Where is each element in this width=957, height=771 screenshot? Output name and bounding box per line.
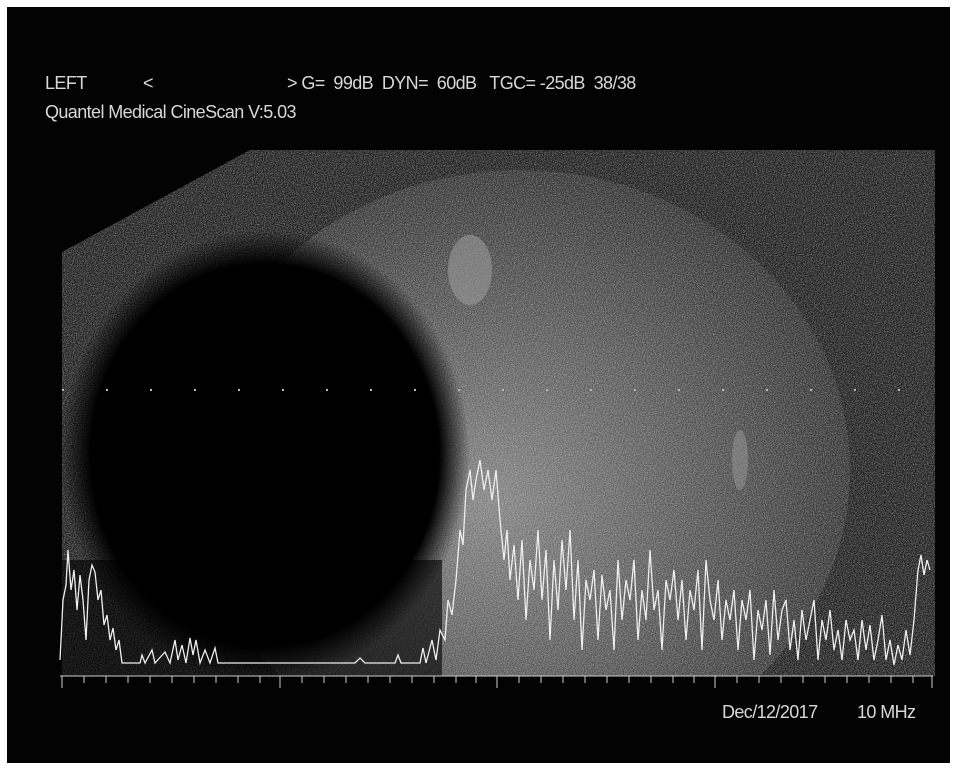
eye-side: LEFT	[45, 73, 87, 93]
probe-frequency: 10 MHz	[857, 702, 916, 722]
scan-arrow: <	[143, 73, 153, 93]
scan-date: Dec/12/2017	[722, 702, 818, 722]
scan-settings: > G= 99dB DYN= 60dB TGC= -25dB 38/38	[287, 73, 636, 93]
ultrasound-screen: LEFT < > G= 99dB DYN= 60dB TGC= -25dB 38…	[0, 0, 957, 771]
device-name: Quantel Medical CineScan V:5.03	[45, 102, 296, 122]
page: LEFT < > G= 99dB DYN= 60dB TGC= -25dB 38…	[0, 0, 957, 771]
